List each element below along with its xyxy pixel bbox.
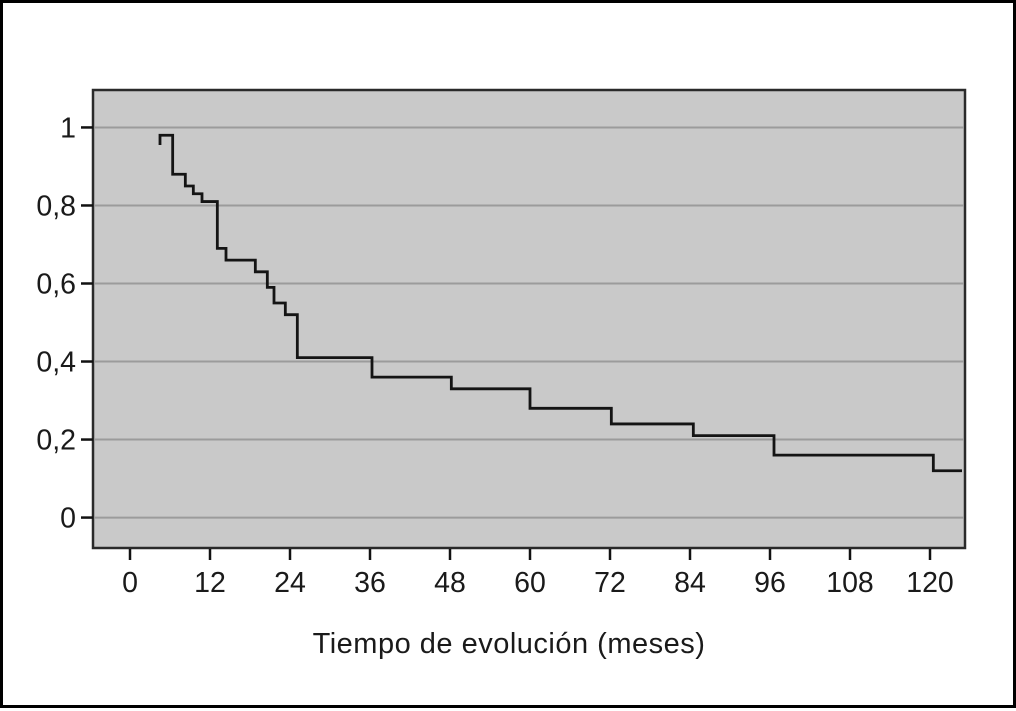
x-tick-label: 72 [594, 567, 626, 599]
x-tick-label: 60 [514, 567, 546, 599]
x-tick-label: 108 [826, 567, 874, 599]
x-tick-label: 96 [754, 567, 786, 599]
y-tick-label: 0 [60, 503, 76, 535]
x-tick-label: 48 [434, 567, 466, 599]
x-tick-label: 0 [122, 567, 138, 599]
x-axis-title: Tiempo de evolución (meses) [312, 628, 706, 660]
x-tick-label: 12 [194, 567, 226, 599]
x-tick-label: 120 [906, 567, 954, 599]
x-tick-label: 24 [274, 567, 306, 599]
y-tick-label: 0,8 [36, 190, 76, 222]
y-tick-label: 0,4 [36, 347, 76, 379]
x-tick-label: 84 [674, 567, 706, 599]
y-tick-label: 1 [60, 112, 76, 144]
x-tick-label: 36 [354, 567, 386, 599]
km-survival-chart: 1 0,8 0,6 0,4 0,2 0 0 12 24 36 48 60 72 84 96 108 120 [36, 88, 967, 599]
plot-area [91, 88, 967, 550]
y-tick-label: 0,2 [36, 425, 76, 457]
y-tick-label: 0,6 [36, 268, 76, 300]
survival-step-curve [158, 133, 962, 473]
